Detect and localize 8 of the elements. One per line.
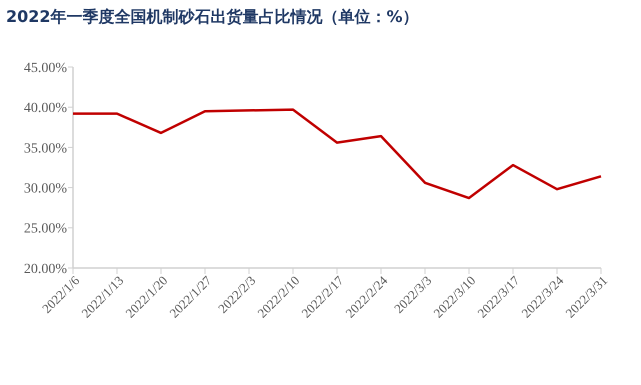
y-tick-label: 30.00% (24, 182, 68, 196)
y-tick-label: 40.00% (24, 101, 68, 116)
chart-title: 2022年一季度全国机制砂石出货量占比情况（单位：%） (6, 7, 419, 26)
y-tick-label: 20.00% (24, 262, 68, 277)
y-tick-label: 35.00% (24, 141, 68, 156)
y-tick-label: 25.00% (24, 222, 68, 237)
line-series (72, 108, 602, 200)
y-tick-label: 45.00% (24, 60, 68, 76)
